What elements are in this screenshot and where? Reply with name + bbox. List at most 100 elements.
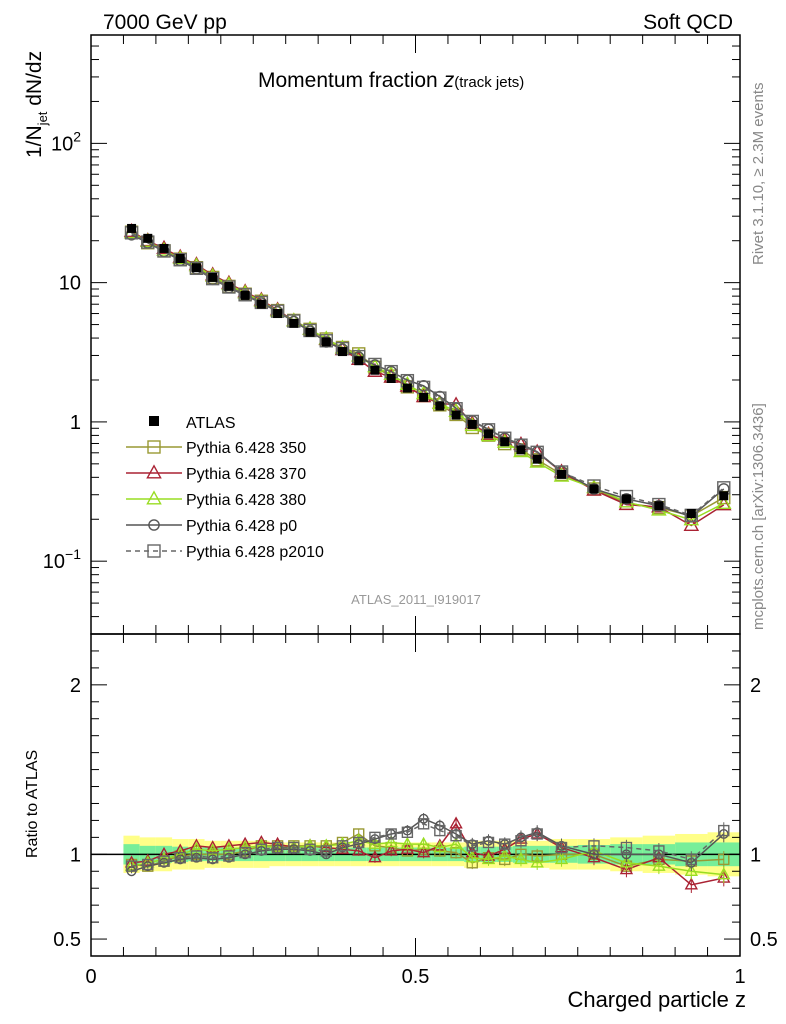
ratio-point — [653, 845, 665, 857]
side-label-rivet: Rivet 3.1.10, ≥ 2.3M events — [750, 83, 767, 266]
data-point — [516, 445, 526, 455]
data-point — [224, 281, 234, 291]
data-point — [289, 318, 299, 328]
ratio-point — [239, 846, 251, 859]
ratio-point — [498, 848, 512, 861]
data-point — [354, 356, 364, 366]
ratio-point — [320, 845, 332, 857]
ratio-point — [223, 850, 235, 862]
ratio-point — [555, 841, 568, 854]
ratio-point — [619, 862, 634, 875]
data-point — [208, 272, 218, 282]
ratio-point — [158, 855, 170, 867]
data-point — [621, 494, 631, 504]
ratio-point — [401, 826, 414, 838]
ratio-point — [384, 843, 398, 856]
ratio-point — [125, 860, 138, 872]
y-axis-label: 1/Njet dN/dz — [23, 51, 50, 158]
ratio-point — [684, 877, 699, 890]
ratio-point — [271, 841, 284, 854]
ratio-point — [433, 840, 447, 853]
legend-label: Pythia 6.428 380 — [186, 492, 306, 509]
ratio-point — [514, 851, 528, 865]
data-point — [240, 290, 250, 300]
ratio-tick-label-right: 0.5 — [750, 929, 778, 951]
series-point — [715, 494, 732, 509]
ratio-point — [450, 829, 462, 842]
ratio-point — [434, 824, 446, 837]
ratio-point — [190, 850, 203, 862]
ratio-line-4 — [131, 822, 725, 867]
data-point — [256, 299, 266, 309]
data-point — [386, 373, 396, 383]
data-point — [337, 347, 347, 357]
header-right: Soft QCD — [643, 11, 733, 34]
series-point — [588, 483, 600, 495]
plot-title: Momentum fraction z(track jets) — [258, 69, 524, 92]
series-point — [205, 271, 220, 286]
ratio-point — [619, 855, 634, 868]
legend-marker — [148, 519, 160, 531]
ratio-point — [718, 824, 730, 837]
legend-marker — [146, 490, 162, 505]
data-point — [435, 401, 445, 411]
data-point — [484, 429, 494, 439]
ratio-point — [159, 857, 169, 868]
ratio-point — [530, 855, 544, 868]
ratio-point — [206, 852, 219, 864]
ratio-frame — [90, 633, 741, 957]
header-left: 7000 GeV pp — [103, 11, 227, 34]
y-tick-label: 102 — [51, 128, 81, 155]
ratio-point — [384, 835, 398, 848]
ratio-point — [336, 840, 349, 852]
data-point — [143, 233, 153, 243]
ratio-point — [466, 840, 478, 852]
ratio-tick-label-left: 2 — [70, 675, 81, 697]
data-point — [273, 309, 283, 319]
ratio-point — [417, 818, 430, 830]
series-line-4 — [131, 232, 725, 517]
main-panel: 10−1 1 10 102 — [43, 34, 741, 635]
ratio-point — [416, 845, 431, 858]
ratio-y-label: Ratio to ATLAS — [24, 750, 41, 858]
ratio-point — [465, 850, 479, 863]
data-point — [305, 327, 315, 337]
data-point — [175, 254, 185, 264]
ratio-point — [685, 853, 698, 866]
legend-label-data: ATLAS — [186, 415, 236, 432]
legend-label: Pythia 6.428 p0 — [186, 518, 297, 535]
ratio-point — [142, 861, 153, 872]
data-point — [686, 508, 696, 518]
ratio-point — [531, 828, 543, 840]
ratio-point — [499, 838, 511, 850]
series-point — [238, 288, 252, 302]
data-point — [500, 437, 510, 447]
ratio-point — [174, 852, 186, 864]
ratio-point — [369, 831, 381, 844]
ratio-tick-label-left: 0.5 — [53, 929, 81, 951]
ratio-point — [368, 850, 382, 863]
ratio-point — [142, 858, 154, 871]
data-point — [127, 223, 137, 233]
data-point — [451, 410, 461, 420]
series-point — [189, 261, 204, 276]
x-tick-label: 0 — [85, 966, 96, 988]
data-point — [557, 469, 567, 479]
ratio-point — [288, 841, 300, 854]
series-point — [683, 511, 700, 526]
ratio-point — [515, 835, 527, 847]
data-point — [402, 383, 412, 393]
series-point — [319, 334, 333, 348]
ratio-point — [588, 840, 600, 852]
data-point — [589, 484, 599, 494]
ratio-point — [717, 867, 731, 880]
legend-marker-data — [149, 416, 159, 426]
data-point — [419, 392, 429, 402]
side-label-mcplots: mcplots.cern.ch [arXiv:1306.3436] — [750, 403, 767, 630]
data-point — [191, 263, 201, 273]
x-tick-label: 1 — [734, 966, 745, 988]
ratio-point — [449, 816, 463, 829]
x-axis-label: Charged particle z — [567, 987, 746, 1012]
legend-marker — [147, 544, 161, 558]
legend-label: Pythia 6.428 p2010 — [186, 544, 324, 561]
